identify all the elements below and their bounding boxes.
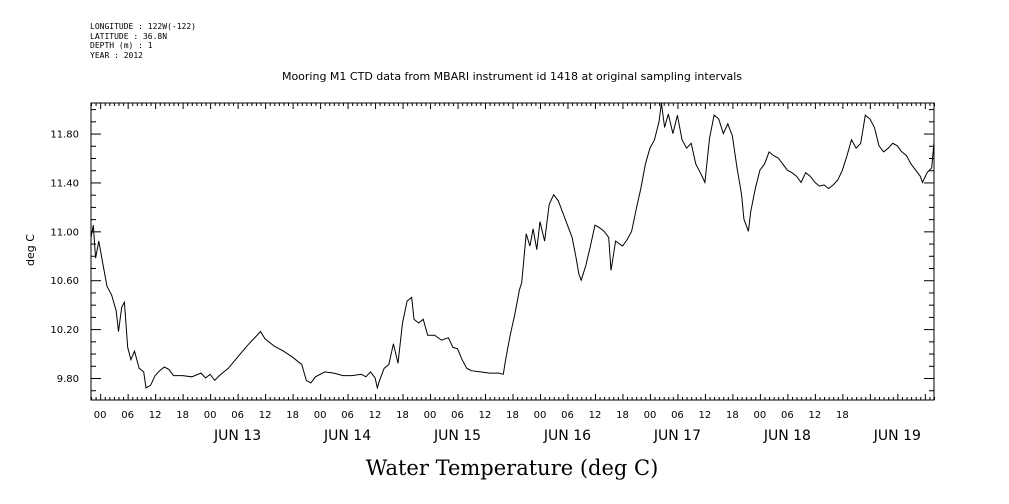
axis-tick-labels: 00 06 12 18 00 06 12 18 00 06 12 18 00 06 12 18 00 06 12 18… [50, 130, 921, 444]
axis-ticks [91, 103, 935, 400]
y-tick-label: 11.40 [50, 178, 79, 189]
x-hour-tick-label: 00 [644, 410, 657, 421]
x-hour-tick-label: 18 [836, 410, 849, 421]
metadata-block: LONGITUDE : 122W(-122) LATITUDE : 36.8N … [90, 22, 196, 60]
x-day-label: JUN 14 [323, 428, 371, 444]
x-hour-tick-label: 00 [94, 410, 107, 421]
x-hour-tick-label: 18 [506, 410, 519, 421]
x-day-label: JUN 18 [763, 428, 811, 444]
x-hour-tick-label: 06 [561, 410, 574, 421]
x-axis-label: Water Temperature (deg C) [366, 456, 659, 480]
x-hour-tick-label: 12 [149, 410, 162, 421]
meta-longitude: LONGITUDE : 122W(-122) [90, 22, 196, 31]
x-hour-tick-label: 00 [204, 410, 217, 421]
x-hour-tick-label: 06 [231, 410, 244, 421]
x-hour-tick-label: 00 [314, 410, 327, 421]
x-hour-tick-label: 18 [616, 410, 629, 421]
x-hour-tick-label: 12 [479, 410, 492, 421]
x-hour-tick-label: 00 [424, 410, 437, 421]
x-hour-tick-label: 06 [121, 410, 134, 421]
y-tick-label: 10.20 [50, 325, 79, 336]
chart-title: Mooring M1 CTD data from MBARI instrumen… [282, 70, 742, 83]
x-hour-tick-label: 06 [671, 410, 684, 421]
x-hour-tick-label: 12 [589, 410, 602, 421]
x-hour-tick-label: 18 [286, 410, 299, 421]
x-hour-tick-label: 18 [726, 410, 739, 421]
meta-year: YEAR : 2012 [90, 50, 143, 60]
x-hour-tick-label: 12 [809, 410, 822, 421]
x-day-label: JUN 16 [543, 428, 591, 444]
y-tick-label: 11.00 [50, 227, 79, 238]
y-tick-label: 9.80 [57, 374, 79, 385]
y-tick-label: 11.80 [50, 130, 79, 141]
temperature-series-line [90, 102, 935, 390]
x-hour-tick-label: 00 [534, 410, 547, 421]
x-day-label: JUN 15 [433, 428, 481, 444]
x-hour-tick-label: 06 [451, 410, 464, 421]
x-hour-tick-label: 12 [369, 410, 382, 421]
x-day-label: JUN 17 [653, 428, 701, 444]
meta-depth: DEPTH (m) : 1 [90, 41, 153, 50]
x-hour-tick-label: 18 [176, 410, 189, 421]
meta-latitude: LATITUDE : 36.8N [90, 31, 168, 41]
x-hour-tick-label: 06 [341, 410, 354, 421]
x-hour-tick-label: 18 [396, 410, 409, 421]
y-axis-label: deg C [24, 234, 37, 266]
x-hour-tick-label: 06 [781, 410, 794, 421]
x-hour-tick-label: 00 [754, 410, 767, 421]
y-tick-label: 10.60 [50, 276, 79, 287]
x-hour-tick-label: 12 [699, 410, 712, 421]
x-day-label: JUN 19 [873, 428, 921, 444]
x-hour-tick-label: 12 [259, 410, 272, 421]
plot-frame [90, 102, 935, 401]
x-day-label: JUN 13 [213, 428, 261, 444]
